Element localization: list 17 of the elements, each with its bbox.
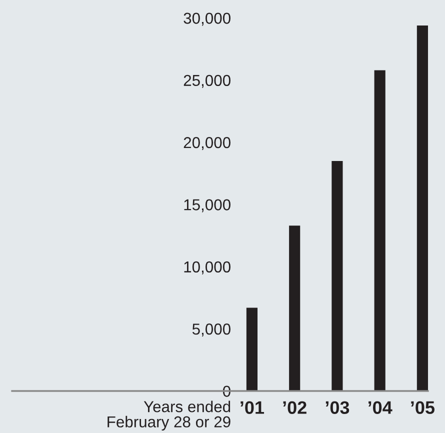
- bar: [289, 226, 300, 391]
- x-tick-label: ’04: [368, 401, 392, 414]
- y-tick-label: 20,000: [184, 137, 230, 150]
- x-tick-label: ’02: [283, 401, 306, 414]
- bar: [332, 160, 343, 391]
- bar: [374, 70, 386, 391]
- bar: [416, 25, 428, 391]
- y-tick-label: 5,000: [192, 324, 230, 337]
- y-tick-label: 10,000: [184, 261, 230, 274]
- x-tick-label: ’05: [411, 401, 435, 414]
- x-tick-label: ’01: [240, 401, 264, 414]
- bar: [246, 308, 258, 391]
- x-axis-title: Years ended February 28 or 29: [108, 400, 230, 431]
- y-tick-label: 25,000: [184, 74, 230, 88]
- x-tick-label: ’03: [326, 401, 350, 414]
- y-tick-label: 15,000: [184, 199, 230, 212]
- y-tick-label: 30,000: [184, 12, 230, 26]
